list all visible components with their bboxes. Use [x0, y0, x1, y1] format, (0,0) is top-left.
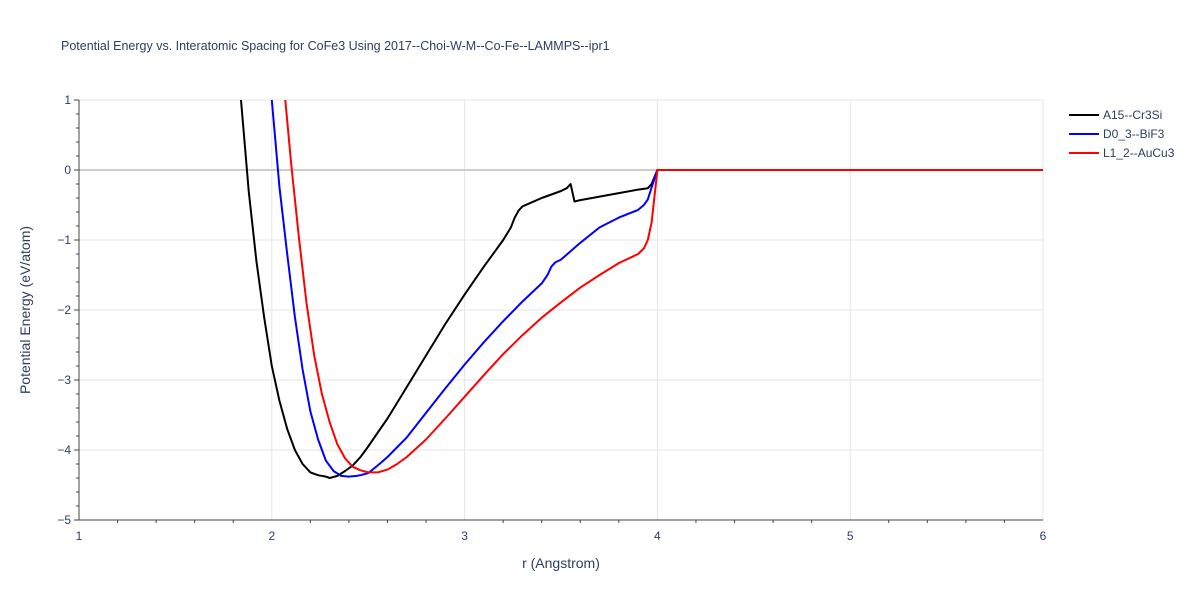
x-tick-label: 5 [847, 529, 854, 543]
series-line-3 [284, 100, 1043, 474]
x-axis-title: r (Angstrom) [522, 555, 600, 571]
y-tick-label: −4 [57, 443, 71, 457]
x-tick-label: 4 [654, 529, 661, 543]
legend: A15--Cr3Si D0_3--BiF3 L1_2--AuCu3 [1069, 108, 1175, 160]
axes: 1 2 3 4 5 6 1 0 −1 −2 −3 −4 −5 [57, 93, 1046, 543]
legend-label-1: A15--Cr3Si [1103, 108, 1162, 122]
y-tick-label: 1 [64, 93, 71, 107]
x-tick-label: 1 [76, 529, 83, 543]
series-layer [240, 100, 1043, 479]
x-tick-label: 2 [268, 529, 275, 543]
x-tick-label: 3 [461, 529, 468, 543]
y-tick-label: −1 [57, 233, 71, 247]
y-tick-label: 0 [64, 163, 71, 177]
legend-label-3: L1_2--AuCu3 [1103, 146, 1175, 160]
grid [79, 99, 1044, 520]
series-line-1 [240, 100, 1043, 479]
y-tick-label: −2 [57, 303, 71, 317]
series-line-2 [270, 100, 1043, 478]
y-axis-title: Potential Energy (eV/atom) [17, 226, 33, 394]
y-tick-label: −3 [57, 373, 71, 387]
x-tick-label: 6 [1040, 529, 1047, 543]
legend-label-2: D0_3--BiF3 [1103, 127, 1165, 141]
chart-title: Potential Energy vs. Interatomic Spacing… [61, 39, 610, 53]
y-tick-label: −5 [57, 513, 71, 527]
